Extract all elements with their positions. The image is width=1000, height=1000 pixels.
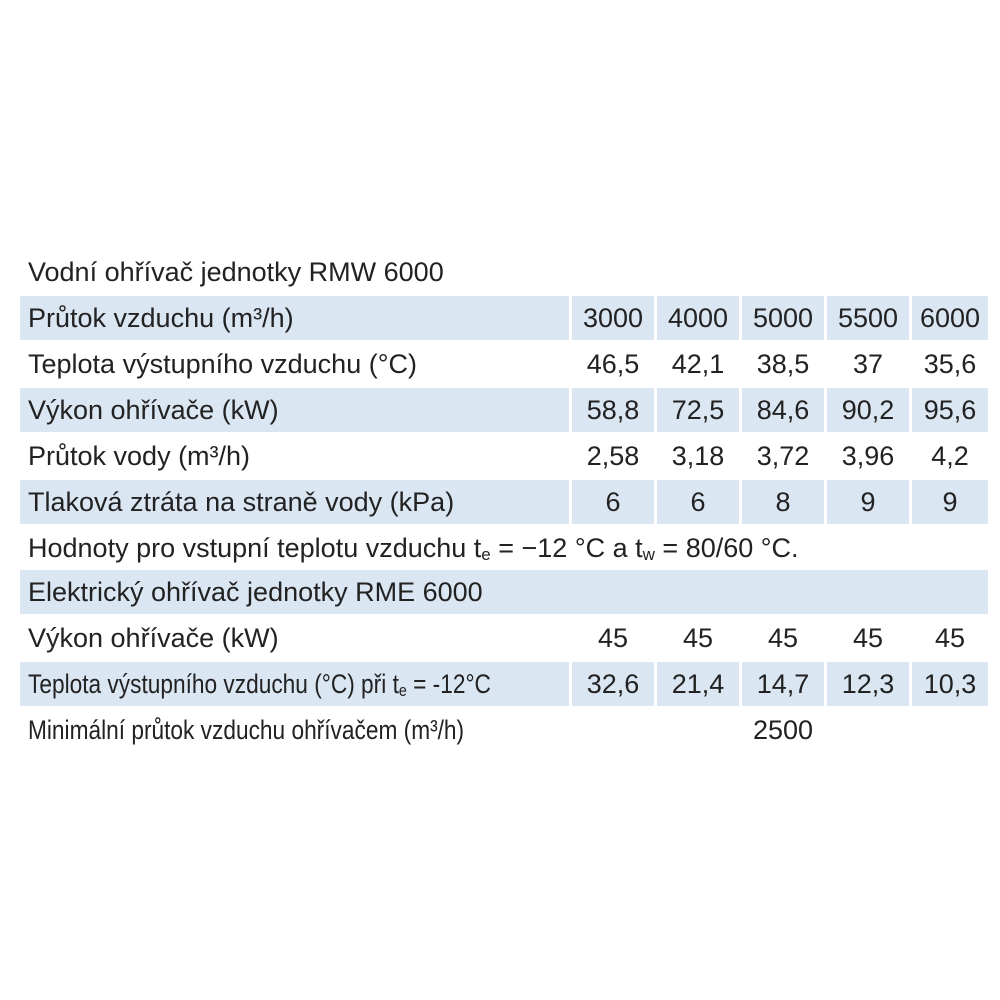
value-cell — [912, 708, 988, 752]
value-cell: 14,7 — [742, 662, 824, 706]
subscript: w — [642, 545, 655, 564]
value-cell: 90,2 — [827, 388, 909, 432]
value-cell: 5000 — [742, 296, 824, 340]
value-cell — [657, 708, 739, 752]
value-cell: 4,2 — [931, 441, 969, 471]
row-label: Výkon ohřívače (kW) — [20, 616, 569, 660]
value-cell: 21,4 — [657, 662, 739, 706]
text-part: = -12°C — [406, 669, 491, 699]
section-title-text: Vodní ohřívač jednotky RMW 6000 — [28, 257, 444, 287]
value-cell: 3,18 — [671, 441, 725, 471]
text-part: = −12 °C a t — [490, 533, 643, 563]
subscript: e — [481, 545, 491, 564]
value-cell: 5500 — [827, 296, 909, 340]
note-text: Hodnoty pro vstupní teplotu vzduchu te =… — [28, 533, 799, 563]
value-cell: 3000 — [572, 296, 654, 340]
value-cell: 72,5 — [657, 388, 739, 432]
value-cell: 46,5 — [586, 349, 640, 379]
label-text: Teplota výstupního vzduchu (°C) při te =… — [28, 662, 491, 706]
row-label: Průtok vody (m³/h) — [20, 434, 569, 478]
value-cell: 9 — [912, 480, 988, 524]
subscript: e — [398, 681, 407, 700]
value-cell: 45 — [682, 623, 714, 653]
row-label: Minimální průtok vzduchu ohřívačem (m³/h… — [20, 708, 569, 752]
value-cell: 12,3 — [827, 662, 909, 706]
value-cell: 58,8 — [572, 388, 654, 432]
label-text: Teplota výstupního vzduchu (°C) — [28, 349, 417, 379]
label-text: Výkon ohřívače (kW) — [28, 395, 279, 425]
text-part: Teplota výstupního vzduchu (°C) při t — [28, 669, 399, 699]
value-cell: 95,6 — [912, 388, 988, 432]
row-label: Teplota výstupního vzduchu (°C) při te =… — [20, 662, 569, 706]
value-cell: 6 — [657, 480, 739, 524]
row-label: Výkon ohřívače (kW) — [20, 388, 569, 432]
value-cell: 84,6 — [742, 388, 824, 432]
label-text: Tlaková ztráta na straně vody (kPa) — [28, 487, 455, 517]
value-cell: 8 — [742, 480, 824, 524]
label-text: Minimální průtok vzduchu ohřívačem (m³/h… — [28, 715, 465, 745]
section-title: Vodní ohřívač jednotky RMW 6000 — [20, 250, 988, 294]
note: Hodnoty pro vstupní teplotu vzduchu te =… — [20, 526, 988, 570]
value-cell — [827, 708, 909, 752]
row-label: Průtok vzduchu (m³/h) — [20, 296, 569, 340]
section-title: Elektrický ohřívač jednotky RME 6000 — [20, 570, 988, 614]
text-part: = 80/60 °C. — [654, 533, 799, 563]
value-cell: 3,96 — [841, 441, 895, 471]
value-cell: 4000 — [657, 296, 739, 340]
label-text: Průtok vzduchu (m³/h) — [28, 303, 294, 333]
value-cell: 9 — [827, 480, 909, 524]
value-cell: 2,58 — [586, 441, 640, 471]
value-cell: 45 — [934, 623, 966, 653]
section-title-text: Elektrický ohřívač jednotky RME 6000 — [28, 577, 483, 607]
text-part: Hodnoty pro vstupní teplotu vzduchu t — [28, 533, 482, 563]
value-cell: 42,1 — [671, 349, 725, 379]
label-text: Průtok vody (m³/h) — [28, 441, 251, 471]
value-cell: 10,3 — [912, 662, 988, 706]
value-cell: 32,6 — [572, 662, 654, 706]
value-cell: 45 — [597, 623, 629, 653]
value-cell: 6000 — [912, 296, 988, 340]
row-label: Teplota výstupního vzduchu (°C) — [20, 342, 569, 386]
label-text: Výkon ohřívače (kW) — [28, 623, 279, 653]
value-cell: 45 — [767, 623, 799, 653]
value-cell: 45 — [852, 623, 884, 653]
value-cell: 35,6 — [923, 349, 977, 379]
row-label: Tlaková ztráta na straně vody (kPa) — [20, 480, 569, 524]
value-cell: 38,5 — [756, 349, 810, 379]
value-cell — [572, 708, 654, 752]
value-cell: 3,72 — [756, 441, 810, 471]
value-cell: 2500 — [752, 715, 814, 745]
value-cell: 6 — [572, 480, 654, 524]
value-cell: 37 — [852, 349, 884, 379]
